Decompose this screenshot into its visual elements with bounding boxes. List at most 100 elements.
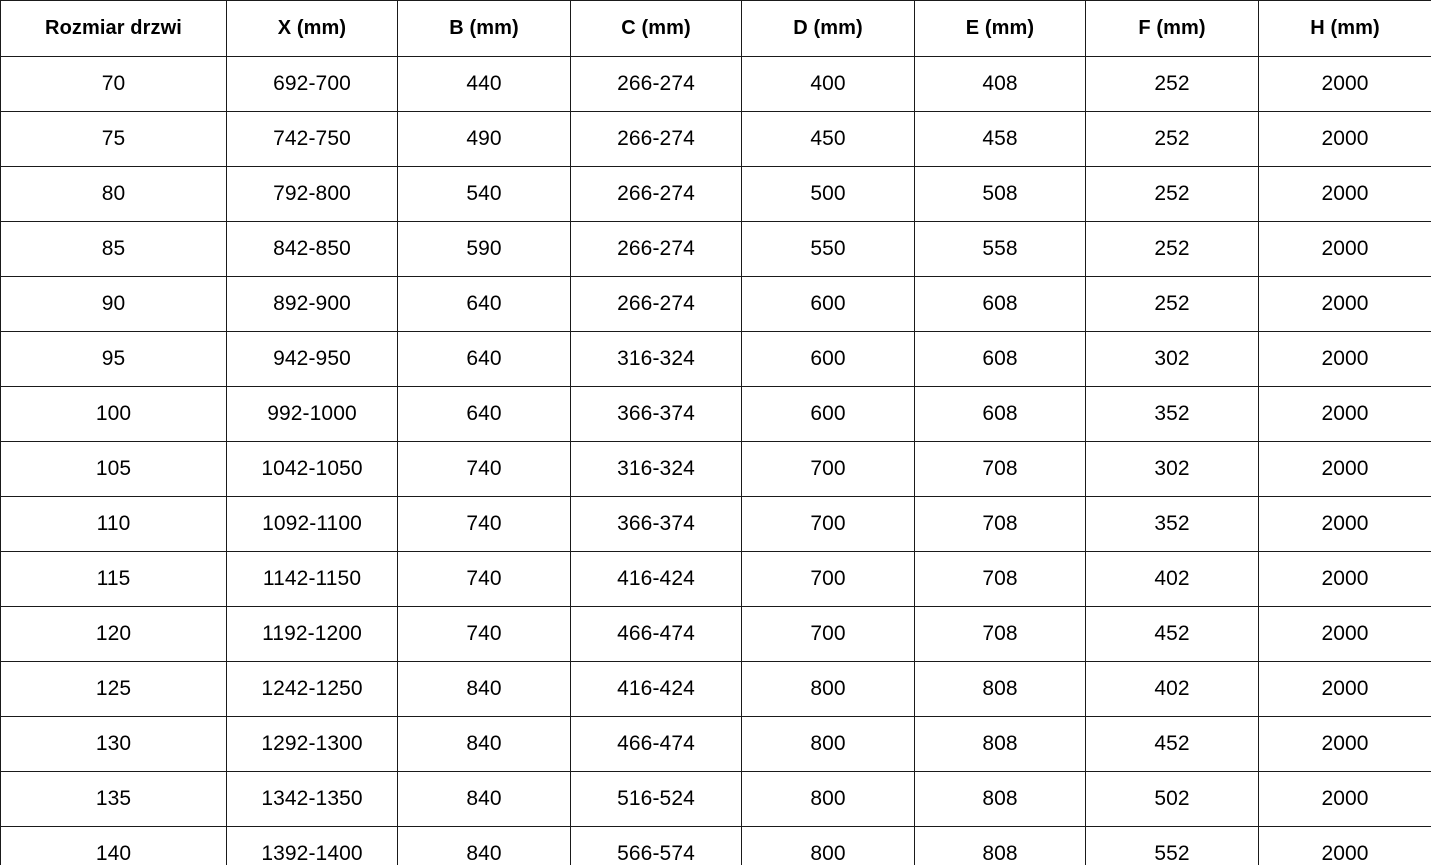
table-row: 80 792-800 540 266-274 500 508 252 2000: [0, 166, 1431, 222]
table-cell: 558: [914, 221, 1086, 277]
table-cell: 252: [1085, 111, 1259, 167]
table-cell: 302: [1085, 441, 1259, 497]
table-cell: 600: [741, 276, 915, 332]
table-row: 90 892-900 640 266-274 600 608 252 2000: [0, 276, 1431, 332]
table-row: 115 1142-1150 740 416-424 700 708 402 2000: [0, 551, 1431, 607]
table-row: 100 992-1000 640 366-374 600 608 352 2000: [0, 386, 1431, 442]
table-cell: 700: [741, 551, 915, 607]
cell-door-size: 115: [0, 551, 227, 607]
table-cell: 500: [741, 166, 915, 222]
table-cell: 1292-1300: [226, 716, 398, 772]
table-cell: 466-474: [570, 716, 742, 772]
table-cell: 2000: [1258, 276, 1431, 332]
table-cell: 2000: [1258, 56, 1431, 112]
table-cell: 1042-1050: [226, 441, 398, 497]
table-cell: 608: [914, 276, 1086, 332]
table-cell: 800: [741, 826, 915, 865]
table-cell: 740: [397, 606, 571, 662]
table-row: 95 942-950 640 316-324 600 608 302 2000: [0, 331, 1431, 387]
table-cell: 402: [1085, 661, 1259, 717]
table-cell: 792-800: [226, 166, 398, 222]
table-cell: 452: [1085, 716, 1259, 772]
table-cell: 402: [1085, 551, 1259, 607]
table-cell: 416-424: [570, 661, 742, 717]
table-cell: 608: [914, 386, 1086, 442]
table-row: 135 1342-1350 840 516-524 800 808 502 2000: [0, 771, 1431, 827]
column-header-f: F (mm): [1085, 0, 1259, 57]
table-cell: 252: [1085, 276, 1259, 332]
table-cell: 808: [914, 661, 1086, 717]
cell-door-size: 95: [0, 331, 227, 387]
table-cell: 266-274: [570, 111, 742, 167]
table-cell: 740: [397, 496, 571, 552]
table-cell: 742-750: [226, 111, 398, 167]
table-cell: 1142-1150: [226, 551, 398, 607]
table-cell: 708: [914, 606, 1086, 662]
table-cell: 740: [397, 551, 571, 607]
table-cell: 366-374: [570, 386, 742, 442]
table-cell: 450: [741, 111, 915, 167]
cell-door-size: 75: [0, 111, 227, 167]
table-cell: 840: [397, 771, 571, 827]
table-row: 140 1392-1400 840 566-574 800 808 552 2000: [0, 826, 1431, 865]
table-cell: 700: [741, 496, 915, 552]
table-cell: 640: [397, 386, 571, 442]
table-row: 120 1192-1200 740 466-474 700 708 452 2000: [0, 606, 1431, 662]
table-cell: 2000: [1258, 441, 1431, 497]
table-header: Rozmiar drzwi X (mm) B (mm) C (mm) D (mm…: [0, 0, 1431, 57]
table-row: 85 842-850 590 266-274 550 558 252 2000: [0, 221, 1431, 277]
table-cell: 352: [1085, 496, 1259, 552]
table-cell: 708: [914, 441, 1086, 497]
table-cell: 1242-1250: [226, 661, 398, 717]
table-cell: 708: [914, 496, 1086, 552]
table-cell: 416-424: [570, 551, 742, 607]
table-row: 125 1242-1250 840 416-424 800 808 402 2000: [0, 661, 1431, 717]
table-row: 75 742-750 490 266-274 450 458 252 2000: [0, 111, 1431, 167]
table-cell: 440: [397, 56, 571, 112]
table-cell: 800: [741, 771, 915, 827]
table-cell: 2000: [1258, 551, 1431, 607]
column-header-x: X (mm): [226, 0, 398, 57]
table-cell: 808: [914, 771, 1086, 827]
table-cell: 840: [397, 826, 571, 865]
cell-door-size: 110: [0, 496, 227, 552]
table-cell: 2000: [1258, 606, 1431, 662]
table-cell: 842-850: [226, 221, 398, 277]
table-cell: 600: [741, 386, 915, 442]
table-cell: 2000: [1258, 716, 1431, 772]
table-cell: 808: [914, 826, 1086, 865]
table-cell: 266-274: [570, 221, 742, 277]
table-cell: 640: [397, 331, 571, 387]
table-cell: 266-274: [570, 276, 742, 332]
table-cell: 252: [1085, 166, 1259, 222]
table-cell: 516-524: [570, 771, 742, 827]
table-cell: 2000: [1258, 771, 1431, 827]
table-cell: 1192-1200: [226, 606, 398, 662]
table-cell: 252: [1085, 221, 1259, 277]
table-cell: 608: [914, 331, 1086, 387]
column-header-e: E (mm): [914, 0, 1086, 57]
column-header-door-size: Rozmiar drzwi: [0, 0, 227, 57]
table-cell: 266-274: [570, 56, 742, 112]
table-cell: 400: [741, 56, 915, 112]
cell-door-size: 80: [0, 166, 227, 222]
cell-door-size: 105: [0, 441, 227, 497]
table-cell: 252: [1085, 56, 1259, 112]
table-cell: 540: [397, 166, 571, 222]
cell-door-size: 135: [0, 771, 227, 827]
table-cell: 550: [741, 221, 915, 277]
table-cell: 552: [1085, 826, 1259, 865]
table-cell: 508: [914, 166, 1086, 222]
table-cell: 740: [397, 441, 571, 497]
table-cell: 458: [914, 111, 1086, 167]
table-cell: 352: [1085, 386, 1259, 442]
column-header-h: H (mm): [1258, 0, 1431, 57]
table-cell: 600: [741, 331, 915, 387]
cell-door-size: 125: [0, 661, 227, 717]
table-cell: 800: [741, 716, 915, 772]
table-cell: 466-474: [570, 606, 742, 662]
table-cell: 266-274: [570, 166, 742, 222]
table-cell: 700: [741, 441, 915, 497]
